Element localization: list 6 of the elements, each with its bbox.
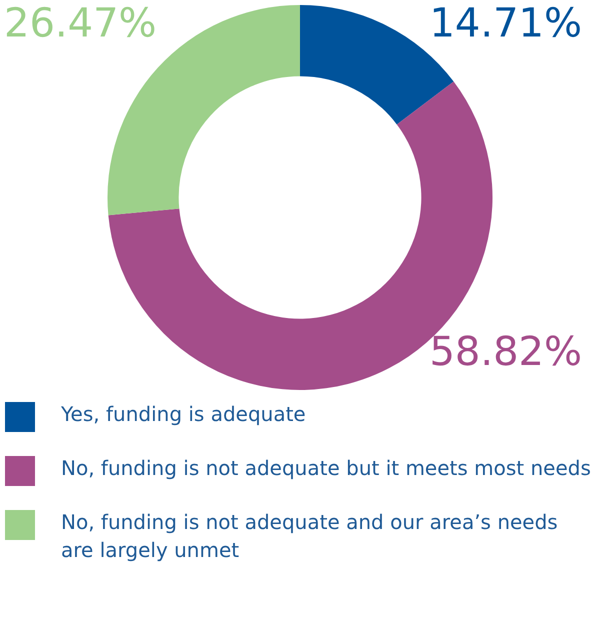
- legend-label: Yes, funding is adequate: [61, 401, 307, 428]
- data-label: 58.82%: [429, 329, 582, 376]
- data-label: 26.47%: [4, 0, 157, 46]
- legend-label: No, funding is not adequate but it meets most needs: [61, 455, 591, 482]
- data-label: 14.71%: [429, 0, 582, 46]
- legend-label: No, funding is not adequate and our area’s needs are largely unmet: [61, 509, 559, 564]
